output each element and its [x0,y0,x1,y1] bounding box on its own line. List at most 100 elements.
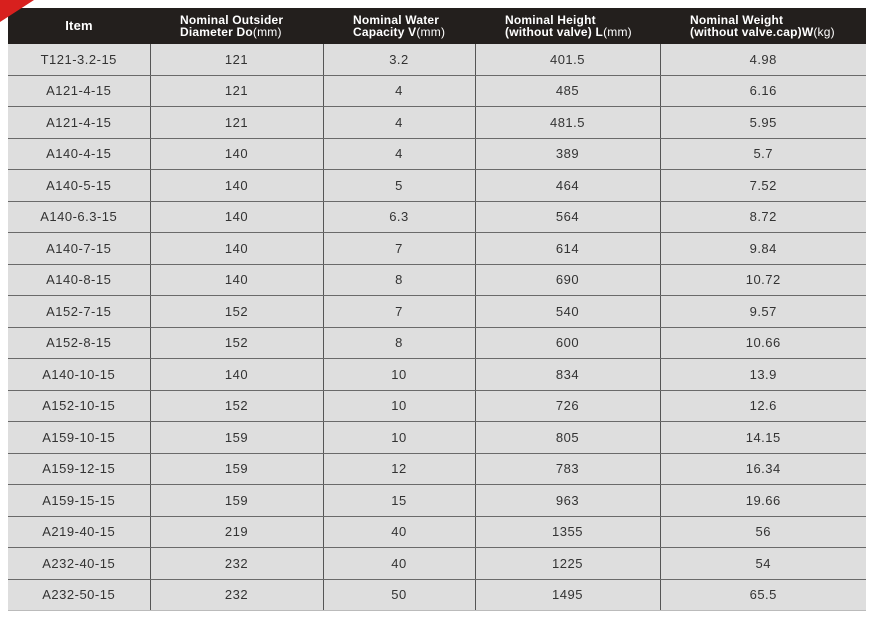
table-cell: 401.5 [474,44,660,76]
table-cell: 540 [474,295,660,328]
header-unit: (kg) [813,25,835,39]
table-cell: 159 [149,453,323,485]
table-row: A152-7-15 152 7 540 9.57 [8,295,866,328]
table-cell: 19.66 [659,484,866,517]
table-cell: 56 [659,516,866,548]
table-cell: 232 [149,547,323,580]
table-cell: A152-10-15 [8,390,150,422]
header-line2: Diameter Do [180,25,253,39]
table-cell: 12 [322,453,475,485]
table-cell: 834 [474,358,660,391]
table-cell: 4 [322,106,475,139]
table-cell: 9.57 [659,295,866,328]
table-row: A219-40-15 219 40 1355 56 [8,516,866,548]
table-cell: A140-5-15 [8,169,150,202]
header-line2: (without valve.cap)W [690,25,814,39]
table-cell: A140-10-15 [8,358,150,391]
table-cell: 121 [149,75,323,107]
table-cell: 726 [474,390,660,422]
table-cell: 3.2 [322,44,475,76]
table-cell: 54 [659,547,866,580]
table-row: A121-4-15 121 4 481.5 5.95 [8,106,866,139]
header-line1: Nominal Water [353,13,440,27]
header-line1: Item [65,18,93,33]
table-cell: A140-8-15 [8,264,150,296]
table-cell: 13.9 [659,358,866,391]
table-cell: A152-8-15 [8,327,150,359]
table-cell: 7 [322,295,475,328]
table-cell: 10 [322,390,475,422]
table-row: A140-7-15 140 7 614 9.84 [8,232,866,265]
table-cell: 10.72 [659,264,866,296]
table-row: A232-50-15 232 50 1495 65.5 [8,579,866,611]
table-cell: 1495 [474,579,660,611]
table-cell: 121 [149,44,323,76]
table-cell: 159 [149,421,323,454]
table-cell: 7.52 [659,169,866,202]
table-row: A140-4-15 140 4 389 5.7 [8,138,866,170]
table-cell: 485 [474,75,660,107]
header-line2: Capacity V [353,25,417,39]
table-cell: 389 [474,138,660,170]
table-cell: 40 [322,516,475,548]
table-cell: A140-4-15 [8,138,150,170]
table-cell: 1355 [474,516,660,548]
table-cell: 140 [149,201,323,233]
table-cell: A159-12-15 [8,453,150,485]
header-line1: Nominal Outsider [180,13,284,27]
table-cell: 152 [149,390,323,422]
table-cell: 963 [474,484,660,517]
table-row: A232-40-15 232 40 1225 54 [8,547,866,580]
table-cell: 140 [149,232,323,265]
specs-table: Item Nominal Outsider Diameter Do(mm) Nomin… [8,8,866,611]
table-cell: 219 [149,516,323,548]
column-header: Nominal Weight (without valve.cap)W(kg) [660,8,866,44]
corner-accent [0,0,34,22]
table-cell: 10.66 [659,327,866,359]
table-cell: 4 [322,138,475,170]
table-cell: 12.6 [659,390,866,422]
table-row: A140-8-15 140 8 690 10.72 [8,264,866,296]
table-cell: 16.34 [659,453,866,485]
table-cell: A140-6.3-15 [8,201,150,233]
table-cell: A121-4-15 [8,75,150,107]
table-cell: 232 [149,579,323,611]
table-cell: 464 [474,169,660,202]
header-line1: Nominal Height [505,13,596,27]
table-cell: T121-3.2-15 [8,44,150,76]
table-cell: 600 [474,327,660,359]
table-cell: 6.16 [659,75,866,107]
table-row: A159-15-15 159 15 963 19.66 [8,484,866,517]
table-row: A152-10-15 152 10 726 12.6 [8,390,866,422]
table-cell: 4 [322,75,475,107]
table-cell: 10 [322,421,475,454]
table-cell: A152-7-15 [8,295,150,328]
table-cell: 140 [149,264,323,296]
table-cell: 4.98 [659,44,866,76]
table-cell: 65.5 [659,579,866,611]
table-cell: 140 [149,169,323,202]
column-header: Nominal Height (without valve) L(mm) [475,8,660,44]
table-cell: 40 [322,547,475,580]
table-row: A159-10-15 159 10 805 14.15 [8,421,866,454]
table-cell: 5.7 [659,138,866,170]
table-row: A140-10-15 140 10 834 13.9 [8,358,866,391]
table-cell: 6.3 [322,201,475,233]
table-cell: 14.15 [659,421,866,454]
table-cell: 783 [474,453,660,485]
table-row: A140-6.3-15 140 6.3 564 8.72 [8,201,866,233]
header-line2: (without valve) L [505,25,604,39]
table-cell: 152 [149,295,323,328]
header-unit: (mm) [603,25,632,39]
table-cell: 614 [474,232,660,265]
table-cell: 50 [322,579,475,611]
table-cell: 8 [322,264,475,296]
table-cell: A232-50-15 [8,579,150,611]
table-cell: A159-15-15 [8,484,150,517]
table-cell: 159 [149,484,323,517]
table-cell: 5.95 [659,106,866,139]
table-cell: 140 [149,138,323,170]
table-cell: A140-7-15 [8,232,150,265]
table-cell: 10 [322,358,475,391]
column-header: Nominal Water Capacity V(mm) [323,8,475,44]
